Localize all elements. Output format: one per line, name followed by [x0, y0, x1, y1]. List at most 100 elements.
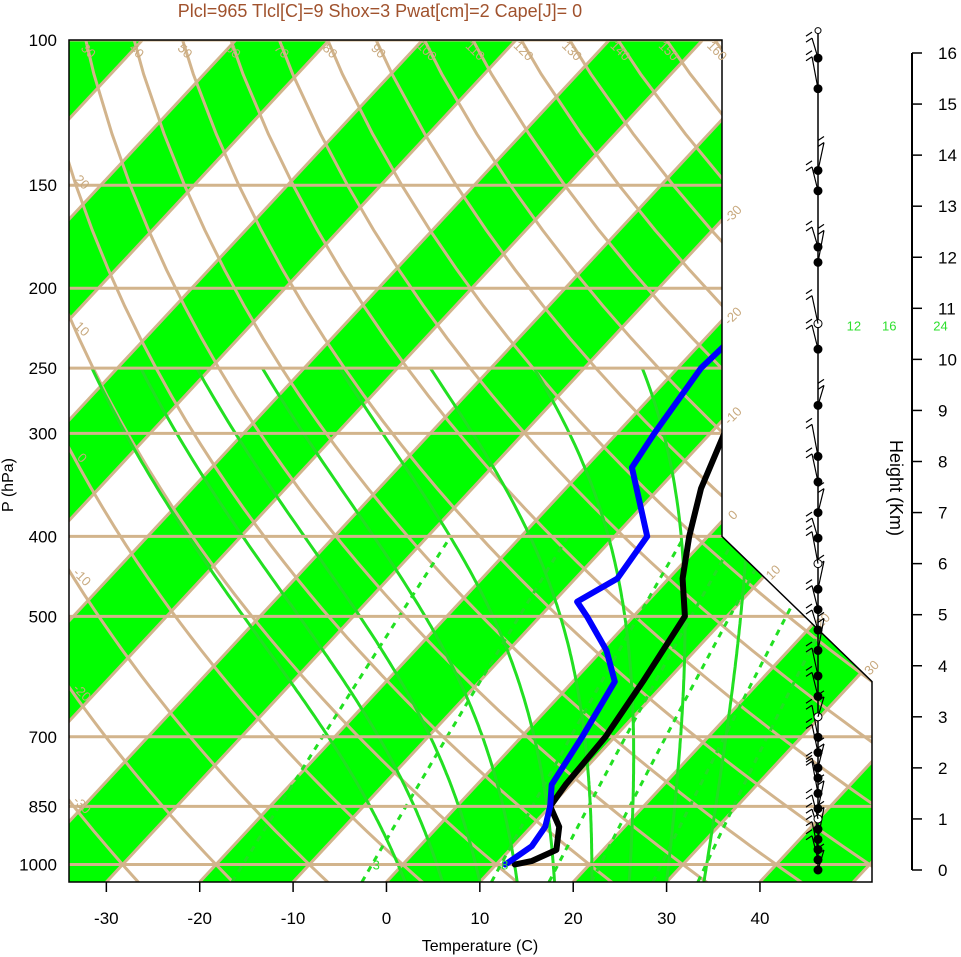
isotherm-label: 0 [725, 507, 741, 523]
pressure-tick-label: 850 [29, 797, 57, 816]
wind-barb [805, 417, 819, 457]
x-axis-tick-label: -20 [187, 909, 212, 928]
moist-adiabat [90, 367, 407, 882]
dry-adiabat [75, 40, 726, 882]
isotherm-line [649, 40, 872, 882]
wind-profile [805, 27, 825, 875]
chart-title: Plcl=965 Tlcl[C]=9 Shox=3 Pwat[cm]=2 Cap… [178, 1, 582, 21]
isotherm-line [183, 40, 872, 882]
isotherm-band [557, 40, 872, 882]
x-axis-tick-label: -30 [94, 909, 119, 928]
height-axis-tick-label: 9 [938, 401, 947, 420]
isotherm-label: -20 [721, 304, 745, 328]
height-axis-tick-label: 15 [938, 95, 957, 114]
pressure-tick-label: 100 [29, 31, 57, 50]
pressure-tick-label: 200 [29, 279, 57, 298]
wind-barb [805, 50, 819, 89]
mixing-ratio-line [651, 535, 830, 882]
isotherm-line [69, 40, 272, 882]
height-axis-tick-label: 11 [938, 299, 956, 318]
plot-border [68, 39, 873, 883]
wind-barb [805, 160, 819, 192]
moist-adiabat [532, 367, 636, 882]
wind-barb [805, 579, 819, 610]
isotherm-band [69, 40, 738, 882]
height-axis-tick-label: 3 [938, 708, 947, 727]
wind-barb [805, 815, 819, 850]
x-axis-tick-label: -10 [281, 909, 306, 928]
isotherm-line [69, 40, 459, 882]
mixing-ratio-label: 8 [501, 857, 508, 872]
potential-temp-label: 160 [704, 38, 730, 64]
moist-adiabat [261, 367, 519, 882]
dry-adiabat [122, 40, 822, 882]
wind-barb [805, 31, 819, 59]
x-axis-title: Temperature (C) [422, 938, 538, 955]
wind-barb [805, 220, 819, 248]
wind-barb [805, 318, 819, 350]
height-axis-tick-label: 5 [938, 606, 947, 625]
x-axis-tick-label: 30 [657, 909, 676, 928]
potential-temp-label: 10 [72, 318, 93, 339]
mixing-ratio-label: 24 [933, 318, 947, 333]
isotherm-line [463, 40, 872, 882]
wind-barb [805, 698, 819, 738]
height-axis-tick-label: 7 [938, 504, 947, 523]
potential-temp-label: 50 [175, 40, 196, 61]
dry-adiabat [403, 40, 872, 882]
mixing-ratio-line [547, 535, 738, 882]
isotherm-band [69, 40, 365, 882]
pressure-tick-label: 250 [29, 359, 57, 378]
temperature-profile [511, 71, 872, 868]
dry-adiabat [69, 40, 152, 882]
y-axis-title: P (hPa) [0, 458, 17, 512]
height-axis-tick-label: 6 [938, 555, 947, 574]
mixing-ratio-line [360, 535, 570, 882]
dry-adiabat [169, 40, 872, 882]
dry-adiabat [69, 40, 630, 882]
wind-barb [805, 511, 819, 539]
pressure-tick-label: 300 [29, 424, 57, 443]
height-axis-tick-label: 4 [938, 657, 947, 676]
dry-adiabat [69, 40, 248, 882]
isotherm-line [69, 40, 739, 882]
height-axis-tick-label: 16 [938, 44, 957, 63]
isotherm-band [184, 40, 872, 882]
mixing-ratio-label: 12 [847, 318, 861, 333]
wind-barb [817, 482, 825, 513]
pressure-tick-label: 700 [29, 728, 57, 747]
wind-top-marker [814, 27, 822, 35]
x-axis-tick-label: 40 [750, 909, 769, 928]
isotherm-line [69, 40, 646, 882]
dry-adiabat [69, 40, 439, 882]
wind-barb [805, 665, 819, 697]
height-axis-tick-label: 10 [938, 350, 957, 369]
x-axis-tick-label: 20 [564, 909, 583, 928]
wind-barb [817, 611, 825, 651]
moist-adiabat [640, 367, 687, 882]
pressure-tick-label: 400 [29, 527, 57, 546]
dry-adiabat [216, 40, 872, 882]
moist-adiabat [429, 367, 594, 882]
dry-adiabat [263, 40, 872, 882]
potential-temp-label: -10 [70, 565, 94, 589]
dry-adiabat [357, 40, 872, 882]
wind-barb [805, 447, 819, 483]
isotherm-line [276, 40, 872, 882]
x-axis-tick-label: 0 [382, 909, 391, 928]
height-axis-tick-label: 12 [938, 248, 957, 267]
isotherm-line [556, 40, 872, 882]
height-axis-title: Height (Km) [886, 440, 906, 536]
moist-adiabat [338, 367, 556, 882]
wind-barb [805, 525, 819, 564]
mixing-ratio-line [230, 535, 452, 882]
wind-barb [805, 289, 819, 324]
height-axis-tick-label: 0 [938, 861, 947, 880]
wind-barb [817, 135, 825, 171]
axes: -30 -20 -10 0 10 20 30 401001502002503004005007… [19, 31, 957, 928]
x-axis-tick-label: 10 [470, 909, 489, 928]
isotherm-line [69, 40, 833, 882]
height-axis-tick-label: 13 [938, 197, 957, 216]
height-axis-tick-label: 1 [938, 810, 947, 829]
